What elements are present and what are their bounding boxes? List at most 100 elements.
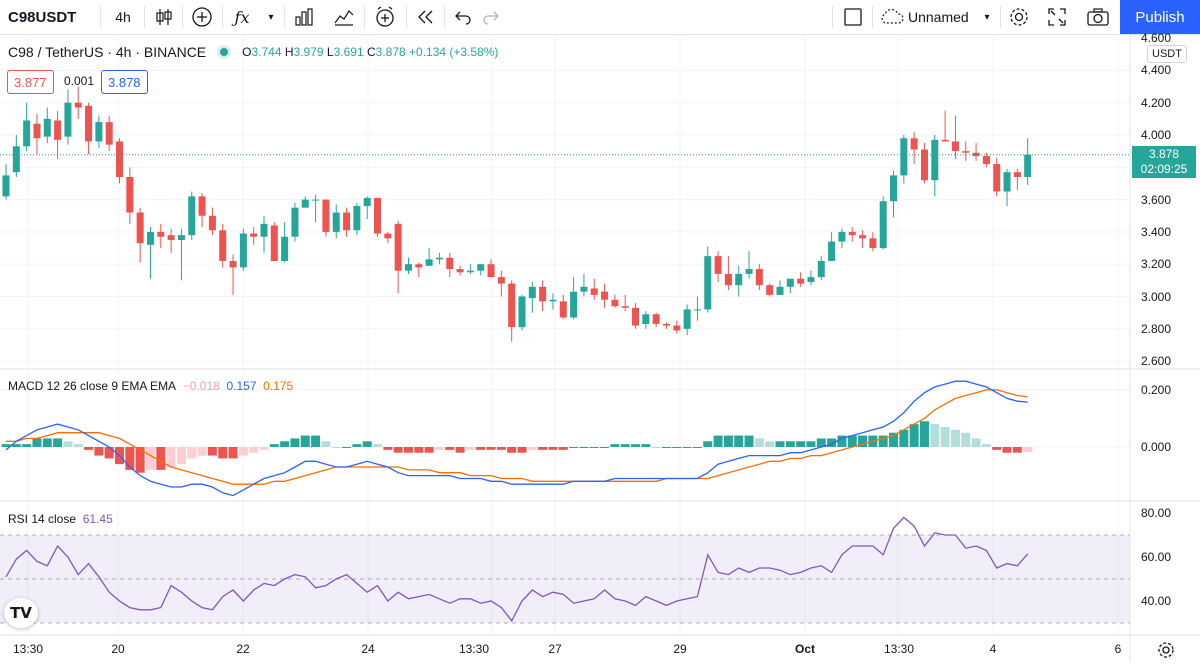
undo-icon[interactable] <box>450 0 476 34</box>
candle-body <box>848 231 856 236</box>
sell-price-button[interactable]: 3.877 <box>7 70 54 94</box>
macd-histogram-bar <box>352 444 362 447</box>
candle-body <box>415 264 423 268</box>
redo-icon[interactable] <box>478 0 504 34</box>
price-tick-label: 4.600 <box>1141 31 1172 46</box>
time-tick-label: 13:30 <box>12 642 44 656</box>
toolbar-divider <box>100 6 101 28</box>
macd-histogram-bar <box>558 447 568 450</box>
macd-legend[interactable]: MACD 12 26 close 9 EMA EMA −0.018 0.157 … <box>8 379 293 393</box>
candle-body <box>962 151 970 153</box>
spread-value: 0.001 <box>64 74 95 88</box>
chevron-down-icon[interactable]: ▾ <box>984 11 990 23</box>
time-tick-label: 20 <box>111 642 125 656</box>
templates-icon[interactable] <box>330 0 358 34</box>
legend-title[interactable]: C98 / TetherUS · 4h · BINANCE <box>8 44 207 60</box>
candle-body <box>239 233 247 268</box>
macd-histogram-bar <box>961 432 971 447</box>
top-toolbar: C98USDT 4h ƒx ▾ Unnamed ▾ <box>0 0 1200 35</box>
candle-body <box>931 139 939 181</box>
macd-histogram-bar <box>104 447 114 459</box>
indicators-fx-icon[interactable]: ƒx <box>234 7 250 27</box>
ohlc-low: 3.691 <box>333 45 364 59</box>
rsi-band-fill <box>0 535 1130 623</box>
settings-gear-icon[interactable] <box>1004 0 1034 34</box>
macd-histogram-bar <box>259 447 269 450</box>
macd-histogram-bar <box>816 438 826 447</box>
candle-body <box>435 257 443 260</box>
interval-button[interactable]: 4h <box>115 9 131 25</box>
chart-settings-icon[interactable] <box>1156 640 1176 660</box>
candle-body <box>528 286 536 299</box>
macd-histogram-bar <box>589 447 599 448</box>
toolbar-divider <box>832 6 833 28</box>
candle-body <box>755 269 763 286</box>
fullscreen-square-icon[interactable] <box>838 0 868 34</box>
buy-price-button[interactable]: 3.878 <box>101 70 148 94</box>
candle-body <box>580 286 588 292</box>
macd-histogram-bar <box>919 421 929 447</box>
candles-style-icon[interactable] <box>150 0 178 34</box>
compare-add-icon[interactable] <box>188 0 216 34</box>
ohlc-open: 3.744 <box>251 45 282 59</box>
macd-histogram-bar <box>331 447 341 448</box>
candle-body <box>384 233 392 239</box>
rsi-legend[interactable]: RSI 14 close 61.45 <box>8 512 113 526</box>
ohlc-high-label: H <box>284 45 294 59</box>
macd-histogram-bar <box>858 435 868 447</box>
alert-clock-icon[interactable] <box>370 0 400 34</box>
tradingview-logo[interactable]: TV <box>4 598 38 628</box>
macd-histogram-bar <box>620 444 630 447</box>
layout-name[interactable]: Unnamed <box>908 9 969 25</box>
candle-body <box>85 105 93 142</box>
publish-button[interactable]: Publish <box>1120 0 1200 34</box>
fullscreen-icon[interactable] <box>1042 0 1072 34</box>
candle-body <box>611 299 619 307</box>
macd-histogram-bar <box>311 435 321 447</box>
macd-histogram-bar <box>517 447 527 453</box>
macd-histogram-bar <box>135 447 145 473</box>
replay-rewind-icon[interactable] <box>412 0 440 34</box>
macd-histogram-bar <box>496 447 506 450</box>
currency-unit-button[interactable]: USDT <box>1147 45 1187 63</box>
candle-body <box>1024 154 1032 177</box>
financials-chart-icon[interactable] <box>290 0 318 34</box>
market-open-status-icon <box>220 48 229 56</box>
macd-histogram-bar <box>290 438 300 447</box>
macd-histogram-bar <box>434 447 444 450</box>
candle-body <box>797 278 805 284</box>
candle-body <box>632 307 640 326</box>
macd-histogram-bar <box>538 447 548 450</box>
candle-body <box>332 212 340 232</box>
last-price-value: 3.878 <box>1148 147 1180 161</box>
macd-histogram-bar <box>651 447 661 448</box>
ohlc-close: 3.878 <box>375 45 406 59</box>
camera-snapshot-icon[interactable] <box>1082 0 1114 34</box>
candle-body <box>683 309 691 329</box>
symbol-search-button[interactable]: C98USDT <box>8 8 77 26</box>
time-tick-label: 6 <box>1114 642 1122 656</box>
rsi-value: 61.45 <box>82 512 113 526</box>
toolbar-divider <box>182 6 183 28</box>
rsi-tick-label: 40.00 <box>1141 594 1172 608</box>
candle-body <box>404 264 412 271</box>
macd-histogram-bar <box>899 429 909 447</box>
macd-histogram-bar <box>207 447 217 456</box>
candle-body <box>487 264 495 278</box>
macd-histogram-bar <box>53 438 63 447</box>
toolbar-divider <box>144 6 145 28</box>
candle-body <box>621 306 629 308</box>
macd-histogram-bar <box>393 447 403 453</box>
macd-histogram-bar <box>806 441 816 447</box>
candle-body <box>869 238 877 249</box>
candle-body <box>497 277 505 284</box>
macd-histogram-bar <box>321 441 331 447</box>
candle-body <box>363 197 371 207</box>
ohlc-low-label: L <box>326 45 334 59</box>
toolbar-divider <box>222 6 223 28</box>
candle-body <box>570 291 578 318</box>
candle-body <box>549 299 557 302</box>
candle-body <box>539 286 547 302</box>
chevron-down-icon[interactable]: ▾ <box>268 11 274 23</box>
